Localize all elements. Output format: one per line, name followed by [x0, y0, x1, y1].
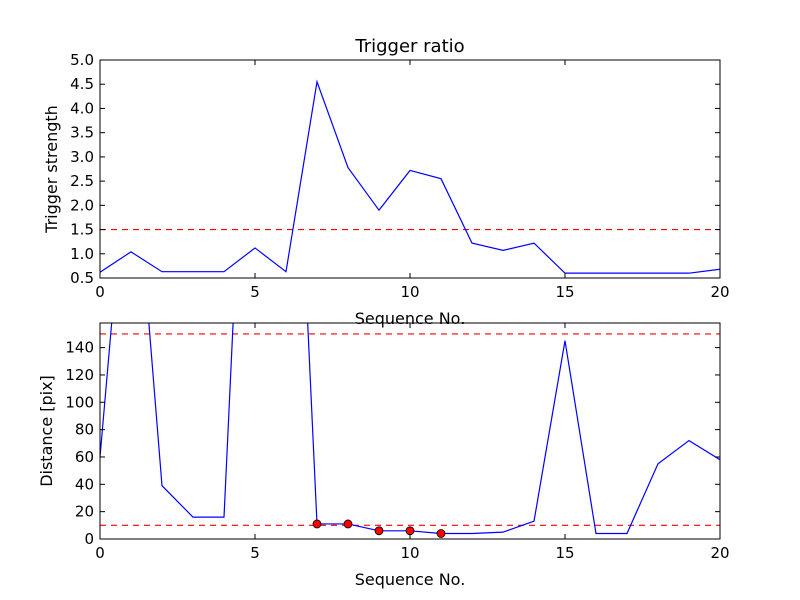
x-tick-label: 10 — [400, 544, 419, 562]
y-tick-label: 3.0 — [70, 148, 94, 166]
y-tick-label: 40 — [75, 475, 94, 493]
y-tick-label: 100 — [65, 393, 94, 411]
y-tick-label: 20 — [75, 503, 94, 521]
series-lines — [100, 79, 720, 274]
x-tick-label: 20 — [710, 283, 729, 301]
chart-title: Trigger ratio — [354, 36, 464, 57]
x-ticks: 0 5 10 15 20 — [95, 323, 730, 562]
y-tick-label: 140 — [65, 339, 94, 357]
y-tick-label: 80 — [75, 421, 94, 439]
y-tick-label: 0 — [84, 530, 94, 548]
y-tick-label: 3.5 — [70, 124, 94, 142]
y-axis-label: Distance [pix] — [37, 375, 56, 487]
x-tick-label: 0 — [95, 283, 105, 301]
data-point-marker — [405, 526, 415, 536]
y-tick-label: 5.0 — [70, 51, 94, 69]
y-ticks: 0.5 1.0 1.5 2.0 2.5 3.0 3.5 4.0 4.5 5.0 — [70, 51, 720, 287]
data-point-marker — [436, 529, 446, 538]
y-tick-label: 120 — [65, 366, 94, 384]
x-tick-label: 0 — [95, 544, 105, 562]
y-tick-label: 2.5 — [70, 172, 94, 190]
data-point-marker — [312, 519, 322, 529]
x-tick-label: 15 — [555, 283, 574, 301]
x-tick-label: 15 — [555, 544, 574, 562]
data-point-marker — [343, 519, 353, 529]
y-ticks: 0 20 40 60 80 100 120 140 — [65, 339, 720, 548]
x-tick-label: 10 — [400, 283, 419, 301]
threshold-lines — [100, 333, 720, 526]
x-ticks: 0 5 10 15 20 — [95, 60, 730, 301]
x-tick-label: 20 — [710, 544, 729, 562]
y-tick-label: 0.5 — [70, 269, 94, 287]
y-tick-label: 1.5 — [70, 221, 94, 239]
y-tick-label: 2.0 — [70, 196, 94, 214]
distance-subplot: 0 5 10 15 20 0 20 40 60 80 100 120 140 Sequence No.… — [37, 322, 730, 589]
x-tick-label: 5 — [250, 283, 260, 301]
y-tick-label: 4.0 — [70, 99, 94, 117]
x-tick-label: 5 — [250, 544, 260, 562]
y-tick-label: 60 — [75, 448, 94, 466]
series-line — [100, 79, 720, 274]
y-axis-label: Trigger strength — [42, 105, 61, 234]
y-tick-label: 4.5 — [70, 75, 94, 93]
data-point-marker — [374, 526, 384, 536]
x-axis-label: Sequence No. — [355, 570, 466, 589]
highlight-markers — [312, 519, 446, 538]
y-tick-label: 1.0 — [70, 245, 94, 263]
